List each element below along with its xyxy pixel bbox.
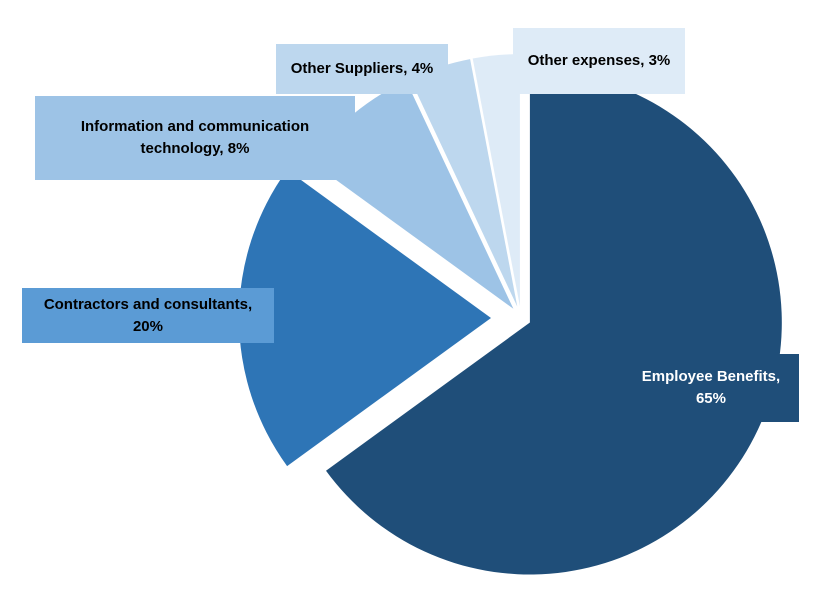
label-contractors-line2: 20% <box>132 317 163 335</box>
label-ict-line1: Information and communication <box>80 118 310 135</box>
slice-other-suppliers <box>410 59 518 307</box>
label-other-suppliers: Other Suppliers, 4% <box>276 44 448 94</box>
slice-other-expenses <box>472 54 520 307</box>
label-contractors: Contractors and consultants, 20% <box>22 288 274 343</box>
label-other-expenses-line1: Other expenses, 3% <box>527 52 671 69</box>
slice-contractors <box>238 169 491 467</box>
label-employee-benefits-line2: 65% <box>695 390 726 407</box>
slice-employee-benefits <box>326 70 782 575</box>
label-ict: Information and communication technology… <box>35 96 355 180</box>
label-contractors-line1: Contractors and consultants, <box>43 295 253 313</box>
slice-ict <box>309 80 514 309</box>
label-employee-benefits: Employee Benefits, 65% <box>623 354 799 422</box>
label-other-expenses: Other expenses, 3% <box>513 28 685 94</box>
label-other-suppliers-line1: Other Suppliers, 4% <box>290 60 434 77</box>
label-ict-line2: technology, 8% <box>140 140 250 157</box>
label-employee-benefits-line1: Employee Benefits, <box>641 368 781 385</box>
